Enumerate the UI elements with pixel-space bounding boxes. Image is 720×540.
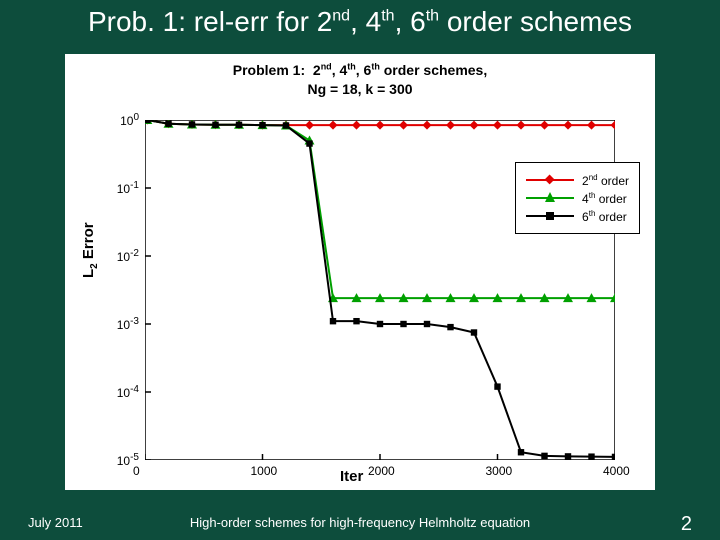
legend-marker-icon	[545, 192, 555, 202]
legend-label: 6th order	[582, 209, 627, 224]
legend-line-icon	[526, 179, 574, 181]
x-tick: 1000	[251, 464, 278, 478]
x-axis-label: Iter	[340, 468, 363, 485]
chart-title-line1: Problem 1: 2nd, 4th, 6th order schemes,	[233, 62, 487, 78]
chart-title-line2: Ng = 18, k = 300	[307, 81, 412, 97]
legend-marker-icon	[545, 175, 555, 185]
chart-title: Problem 1: 2nd, 4th, 6th order schemes, …	[0, 60, 720, 100]
y-tick: 10-5	[117, 452, 139, 468]
y-tick: 10-3	[117, 316, 139, 332]
y-tick: 100	[120, 112, 139, 128]
footer-page-number: 2	[681, 513, 692, 536]
x-tick: 4000	[603, 464, 630, 478]
y-tick: 10-1	[117, 180, 139, 196]
legend-item: 4th order	[526, 189, 629, 207]
footer-title: High-order schemes for high-frequency He…	[0, 515, 720, 530]
x-tick: 3000	[486, 464, 513, 478]
legend-label: 4th order	[582, 191, 627, 206]
legend-label: 2nd order	[582, 173, 629, 188]
legend-marker-icon	[546, 212, 554, 220]
x-tick: 2000	[368, 464, 395, 478]
slide-title: Prob. 1: rel-err for 2nd, 4th, 6th order…	[0, 6, 720, 38]
legend: 2nd order 4th order 6th order	[515, 162, 640, 234]
legend-line-icon	[526, 197, 574, 199]
y-axis-label: L2 Error	[80, 222, 100, 278]
slide: Prob. 1: rel-err for 2nd, 4th, 6th order…	[0, 0, 720, 540]
legend-line-icon	[526, 215, 574, 217]
y-tick: 10-4	[117, 384, 139, 400]
legend-item: 6th order	[526, 207, 629, 225]
legend-item: 2nd order	[526, 171, 629, 189]
y-tick: 10-2	[117, 248, 139, 264]
